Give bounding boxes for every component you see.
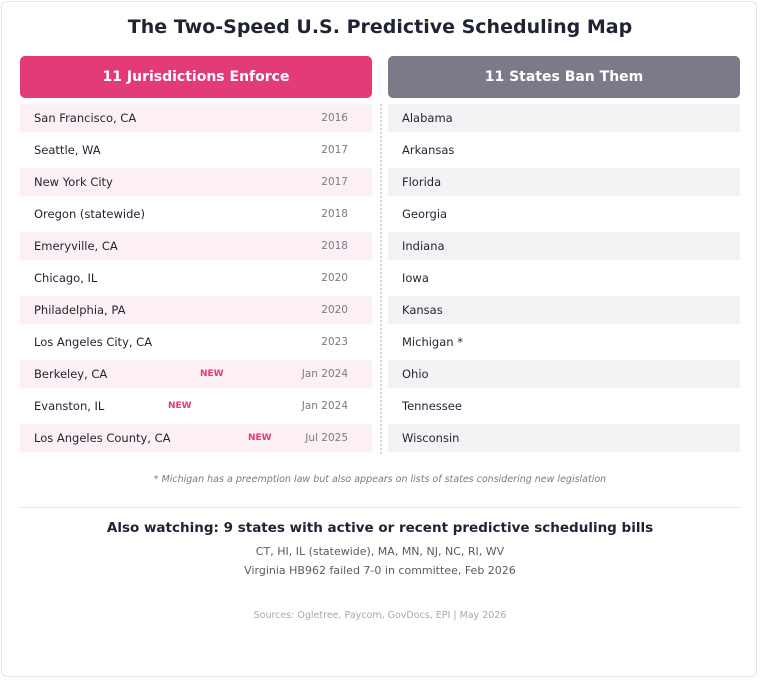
enforce-row: Evanston, IL NEW Jan 2024 <box>20 392 372 420</box>
michigan-footnote: * Michigan has a preemption law but also… <box>153 474 607 485</box>
effective-year: 2017 <box>321 176 348 188</box>
effective-year: 2020 <box>321 272 348 284</box>
ban-row: Ohio <box>388 360 740 388</box>
ban-row: Iowa <box>388 264 740 292</box>
jurisdiction-name: Emeryville, CA <box>34 239 118 253</box>
state-name: Arkansas <box>402 143 455 157</box>
enforce-row: San Francisco, CA 2016 <box>20 104 372 132</box>
state-name: Indiana <box>402 239 445 253</box>
watching-note: Virginia HB962 failed 7-0 in committee, … <box>244 564 516 577</box>
new-badge: NEW <box>200 369 224 379</box>
effective-year: 2020 <box>321 304 348 316</box>
column-divider <box>380 104 382 454</box>
enforce-row: Chicago, IL 2020 <box>20 264 372 292</box>
state-name: Ohio <box>402 367 429 381</box>
new-badge: NEW <box>248 433 272 443</box>
effective-year: 2016 <box>321 112 348 124</box>
jurisdiction-name: Los Angeles City, CA <box>34 335 153 349</box>
effective-year: Jan 2024 <box>301 368 348 380</box>
ban-row: Wisconsin <box>388 424 740 452</box>
effective-year: 2017 <box>321 144 348 156</box>
page-title: The Two-Speed U.S. Predictive Scheduling… <box>127 16 633 38</box>
state-name: Florida <box>402 175 442 189</box>
ban-row: Tennessee <box>388 392 740 420</box>
enforce-list: San Francisco, CA 2016 Seattle, WA 2017 New … <box>20 104 372 456</box>
jurisdiction-name: Seattle, WA <box>34 143 101 157</box>
jurisdiction-name: San Francisco, CA <box>34 111 137 125</box>
state-name: Michigan * <box>402 335 463 349</box>
jurisdiction-name: Chicago, IL <box>34 271 98 285</box>
state-name: Tennessee <box>402 399 462 413</box>
enforce-row: Seattle, WA 2017 <box>20 136 372 164</box>
effective-year: 2018 <box>321 240 348 252</box>
enforce-header: 11 Jurisdictions Enforce <box>20 56 372 98</box>
enforce-row: Los Angeles City, CA 2023 <box>20 328 372 356</box>
state-name: Wisconsin <box>402 431 460 445</box>
enforce-row: Oregon (statewide) 2018 <box>20 200 372 228</box>
ban-row: Kansas <box>388 296 740 324</box>
enforce-row: Berkeley, CA NEW Jan 2024 <box>20 360 372 388</box>
effective-year: 2023 <box>321 336 348 348</box>
enforce-row: Los Angeles County, CA NEW Jul 2025 <box>20 424 372 452</box>
sources-line: Sources: Ogletree, Paycom, GovDocs, EPI … <box>253 610 507 621</box>
state-name: Alabama <box>402 111 453 125</box>
effective-year: Jul 2025 <box>305 432 348 444</box>
ban-row: Florida <box>388 168 740 196</box>
ban-list: Alabama Arkansas Florida Georgia Indiana Iowa… <box>388 104 740 456</box>
ban-row: Indiana <box>388 232 740 260</box>
ban-row: Alabama <box>388 104 740 132</box>
effective-year: Jan 2024 <box>301 400 348 412</box>
jurisdiction-name: Oregon (statewide) <box>34 207 145 221</box>
jurisdiction-name: Los Angeles County, CA <box>34 431 171 445</box>
section-divider <box>20 507 740 508</box>
state-name: Iowa <box>402 271 429 285</box>
jurisdiction-name: Evanston, IL <box>34 399 105 413</box>
enforce-row: Philadelphia, PA 2020 <box>20 296 372 324</box>
state-name: Georgia <box>402 207 448 221</box>
ban-row: Georgia <box>388 200 740 228</box>
ban-row: Michigan * <box>388 328 740 356</box>
ban-header: 11 States Ban Them <box>388 56 740 98</box>
state-name: Kansas <box>402 303 443 317</box>
watching-states: CT, HI, IL (statewide), MA, MN, NJ, NC, … <box>255 545 505 558</box>
ban-row: Arkansas <box>388 136 740 164</box>
effective-year: 2018 <box>321 208 348 220</box>
enforce-row: New York City 2017 <box>20 168 372 196</box>
enforce-row: Emeryville, CA 2018 <box>20 232 372 260</box>
jurisdiction-name: Philadelphia, PA <box>34 303 126 317</box>
jurisdiction-name: Berkeley, CA <box>34 367 108 381</box>
new-badge: NEW <box>168 401 192 411</box>
jurisdiction-name: New York City <box>34 175 113 189</box>
watching-title: Also watching: 9 states with active or r… <box>106 520 654 536</box>
